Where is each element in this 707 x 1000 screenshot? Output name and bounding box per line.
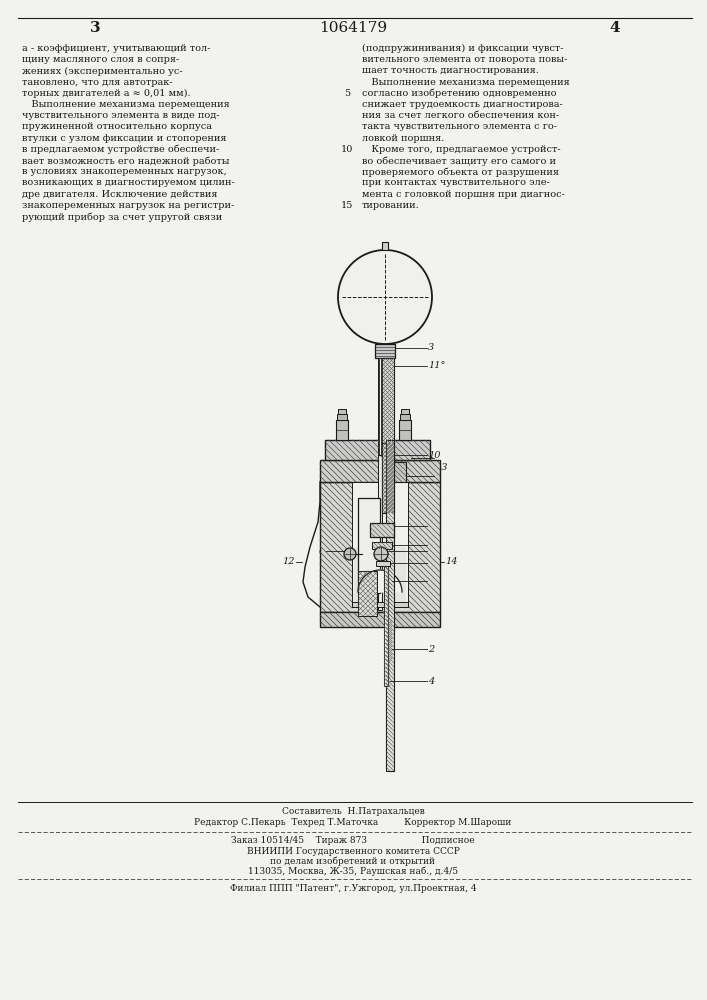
- Text: втулки с узлом фиксации и стопорения: втулки с узлом фиксации и стопорения: [22, 134, 226, 143]
- Polygon shape: [358, 570, 402, 592]
- Text: тановлено, что для автотрак-: тановлено, что для автотрак-: [22, 78, 173, 87]
- Text: 113035, Москва, Ж-35, Раушская наб., д.4/5: 113035, Москва, Ж-35, Раушская наб., д.4…: [248, 867, 458, 876]
- Text: вительного элемента от поворота повы-: вительного элемента от поворота повы-: [362, 55, 568, 64]
- Text: в условиях знакопеременных нагрузок,: в условиях знакопеременных нагрузок,: [22, 167, 227, 176]
- Text: 5: 5: [344, 89, 350, 98]
- Text: (подпружинивания) и фиксации чувст-: (подпружинивания) и фиксации чувст-: [362, 44, 563, 53]
- Text: 3: 3: [90, 21, 100, 35]
- Text: 1: 1: [435, 472, 441, 481]
- Bar: [379, 358, 381, 455]
- Bar: [370, 523, 394, 537]
- Text: при контактах чувствительного эле-: при контактах чувствительного эле-: [362, 178, 550, 187]
- Text: Выполнение механизма перемещения: Выполнение механизма перемещения: [362, 78, 570, 87]
- Text: пружиненной относительно корпуса: пружиненной относительно корпуса: [22, 122, 212, 131]
- Circle shape: [338, 250, 432, 344]
- Text: 11°: 11°: [428, 361, 445, 370]
- Bar: [382, 358, 394, 443]
- Text: 6: 6: [428, 546, 434, 556]
- Text: Филиал ППП "Патент", г.Ужгород, ул.Проектная, 4: Филиал ППП "Патент", г.Ужгород, ул.Проек…: [230, 884, 477, 893]
- Text: в предлагаемом устройстве обеспечи-: в предлагаемом устройстве обеспечи-: [22, 145, 219, 154]
- Bar: [320, 482, 440, 612]
- Bar: [384, 566, 388, 686]
- Bar: [358, 498, 380, 593]
- Text: 6: 6: [319, 546, 325, 556]
- Bar: [386, 661, 390, 686]
- Text: Кроме того, предлагаемое устройст-: Кроме того, предлагаемое устройст-: [362, 145, 561, 154]
- Text: 4: 4: [428, 676, 434, 686]
- Bar: [382, 443, 394, 513]
- Bar: [378, 358, 382, 610]
- Text: 1064179: 1064179: [319, 21, 387, 35]
- Bar: [352, 482, 408, 607]
- Text: чувствительного элемента в виде под-: чувствительного элемента в виде под-: [22, 111, 219, 120]
- Text: 5: 5: [428, 540, 434, 550]
- Text: рующий прибор за счет упругой связи: рующий прибор за счет упругой связи: [22, 212, 222, 222]
- Text: 13: 13: [435, 462, 448, 472]
- Text: 7: 7: [428, 558, 434, 568]
- Text: а - коэффициент, учитывающий тол-: а - коэффициент, учитывающий тол-: [22, 44, 211, 53]
- Text: возникающих в диагностируемом цилин-: возникающих в диагностируемом цилин-: [22, 178, 235, 187]
- Text: во обеспечивает защиту его самого и: во обеспечивает защиту его самого и: [362, 156, 556, 165]
- Bar: [400, 414, 410, 420]
- Text: тировании.: тировании.: [362, 201, 420, 210]
- Text: 15: 15: [341, 201, 354, 210]
- Bar: [336, 420, 348, 440]
- Bar: [372, 542, 392, 549]
- Text: 4: 4: [609, 21, 620, 35]
- Bar: [338, 409, 346, 414]
- Text: знакопеременных нагрузок на регистри-: знакопеременных нагрузок на регистри-: [22, 201, 234, 210]
- Text: проверяемого объекта от разрушения: проверяемого объекта от разрушения: [362, 167, 559, 177]
- Bar: [392, 462, 406, 482]
- Bar: [376, 561, 390, 566]
- Bar: [399, 420, 411, 440]
- Text: Редактор С.Пекарь  Техред Т.Маточка         Корректор М.Шароши: Редактор С.Пекарь Техред Т.Маточка Корре…: [194, 818, 512, 827]
- Text: 14: 14: [445, 558, 457, 566]
- Text: торных двигателей а ≈ 0,01 мм).: торных двигателей а ≈ 0,01 мм).: [22, 89, 191, 98]
- Text: 3: 3: [428, 344, 434, 353]
- Bar: [358, 571, 377, 616]
- Text: Составитель  Н.Патрахальцев: Составитель Н.Патрахальцев: [281, 807, 424, 816]
- Text: 9: 9: [428, 522, 434, 530]
- Text: дре двигателя. Исключение действия: дре двигателя. Исключение действия: [22, 190, 218, 199]
- Text: Выполнение механизма перемещения: Выполнение механизма перемещения: [22, 100, 230, 109]
- Bar: [382, 242, 388, 250]
- Text: жениях (экспериментально ус-: жениях (экспериментально ус-: [22, 66, 182, 76]
- Text: такта чувствительного элемента с го-: такта чувствительного элемента с го-: [362, 122, 557, 131]
- Text: Заказ 10514/45    Тираж 873                   Подписное: Заказ 10514/45 Тираж 873 Подписное: [231, 836, 475, 845]
- Bar: [337, 414, 347, 420]
- Text: согласно изобретению одновременно: согласно изобретению одновременно: [362, 89, 556, 98]
- Text: ния за счет легкого обеспечения кон-: ния за счет легкого обеспечения кон-: [362, 111, 559, 120]
- Text: ловкой поршня.: ловкой поршня.: [362, 134, 445, 143]
- Bar: [320, 460, 440, 482]
- Text: 2: 2: [428, 645, 434, 654]
- Bar: [375, 344, 395, 358]
- Bar: [354, 547, 406, 602]
- Bar: [386, 621, 392, 661]
- Text: снижает трудоемкость диагностирова-: снижает трудоемкость диагностирова-: [362, 100, 563, 109]
- Bar: [384, 566, 392, 621]
- Text: 8: 8: [428, 576, 434, 585]
- Bar: [352, 602, 408, 607]
- Text: щину масляного слоя в сопря-: щину масляного слоя в сопря-: [22, 55, 180, 64]
- Circle shape: [344, 548, 356, 560]
- Text: мента с головкой поршня при диагнос-: мента с головкой поршня при диагнос-: [362, 190, 565, 199]
- Bar: [386, 440, 394, 771]
- Text: вает возможность его надежной работы: вает возможность его надежной работы: [22, 156, 230, 165]
- Bar: [325, 440, 430, 460]
- Bar: [401, 409, 409, 414]
- Text: ВНИИПИ Государственного комитета СССР: ВНИИПИ Государственного комитета СССР: [247, 847, 460, 856]
- Circle shape: [374, 547, 388, 561]
- Bar: [320, 612, 440, 627]
- Text: 10: 10: [341, 145, 354, 154]
- Text: 12: 12: [283, 558, 295, 566]
- Text: по делам изобретений и открытий: по делам изобретений и открытий: [271, 857, 436, 866]
- Text: шает точность диагностирования.: шает точность диагностирования.: [362, 66, 539, 75]
- Text: 10: 10: [428, 450, 440, 460]
